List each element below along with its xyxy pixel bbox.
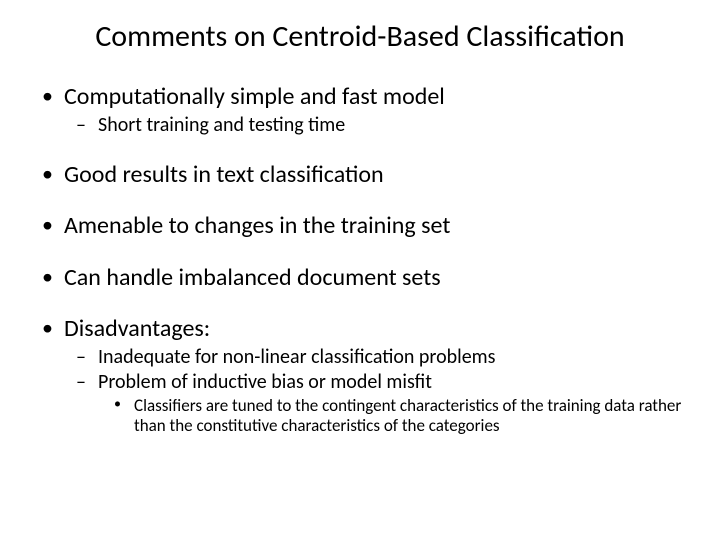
bullet-5-2: Problem of inductive bias or model misfi…: [98, 370, 684, 435]
bullet-5-1: Inadequate for non-linear classification…: [98, 345, 684, 369]
bullet-3: Amenable to changes in the training set: [64, 212, 684, 240]
bullet-5-sublist: Inadequate for non-linear classification…: [64, 345, 684, 435]
bullet-1-1: Short training and testing time: [98, 113, 684, 137]
bullet-5-text: Disadvantages:: [64, 314, 210, 343]
bullet-1-sublist: Short training and testing time: [64, 113, 684, 137]
slide-title: Comments on Centroid-Based Classificatio…: [36, 18, 684, 55]
bullet-5-2-text: Problem of inductive bias or model misfi…: [98, 370, 432, 394]
bullet-list: Computationally simple and fast model Sh…: [36, 83, 684, 435]
bullet-1: Computationally simple and fast model Sh…: [64, 83, 684, 137]
bullet-5-2-sublist: Classifiers are tuned to the contingent …: [98, 396, 684, 435]
bullet-5-2-1: Classifiers are tuned to the contingent …: [134, 396, 684, 435]
bullet-1-text: Computationally simple and fast model: [64, 82, 445, 111]
bullet-2: Good results in text classification: [64, 161, 684, 189]
slide: Comments on Centroid-Based Classificatio…: [0, 0, 720, 540]
bullet-4: Can handle imbalanced document sets: [64, 264, 684, 292]
bullet-5: Disadvantages: Inadequate for non-linear…: [64, 315, 684, 435]
